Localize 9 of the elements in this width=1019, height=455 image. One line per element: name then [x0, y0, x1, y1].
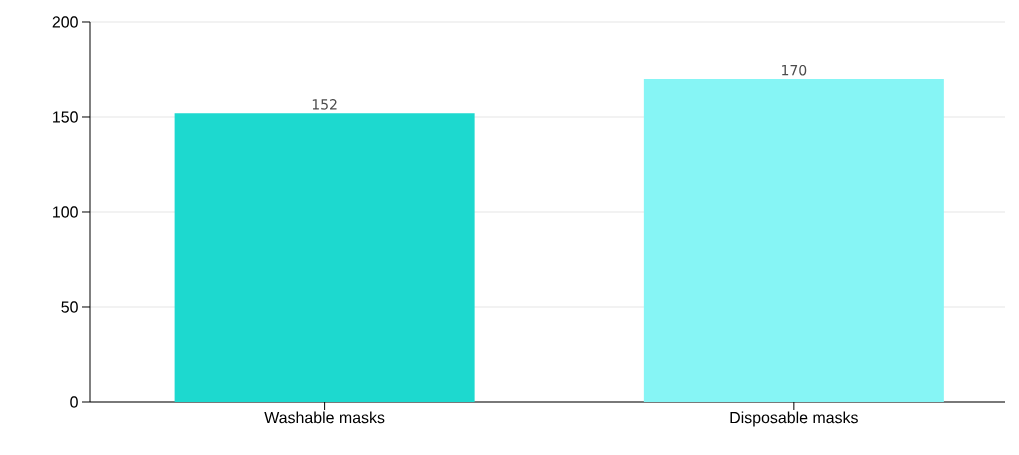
x-tick-label: Washable masks [264, 411, 385, 424]
y-tick-label: 200 [52, 16, 78, 28]
y-tick-label: 100 [53, 206, 78, 218]
data-label: 152 [312, 99, 337, 110]
y-tick-label: 150 [53, 111, 78, 123]
y-tick-label: 0 [70, 396, 78, 408]
y-tick-label: 50 [61, 301, 78, 313]
x-tick-label: Disposable masks [730, 411, 858, 427]
data-label: 170 [782, 64, 807, 76]
